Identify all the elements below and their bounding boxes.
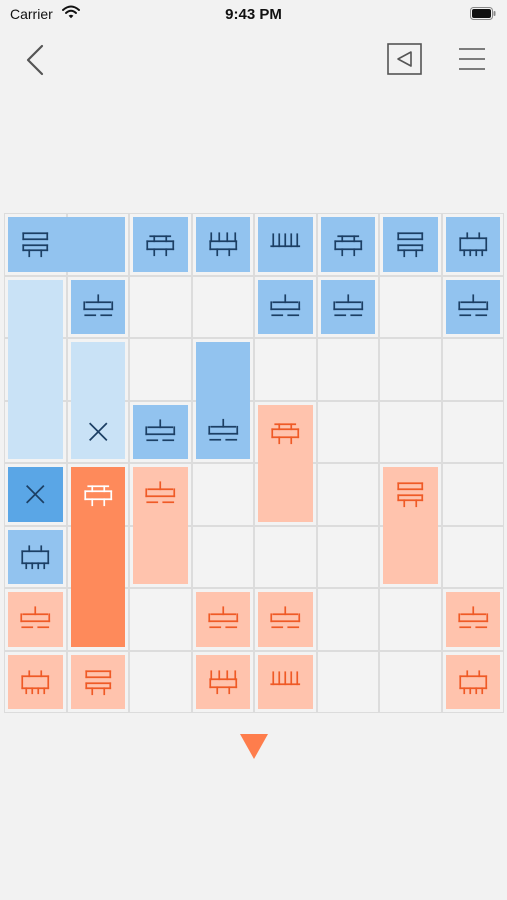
- battery-icon: [470, 7, 496, 20]
- orange-piece[interactable]: [258, 654, 313, 709]
- block-icon: [146, 235, 175, 257]
- grid-cell[interactable]: [254, 525, 317, 588]
- grid-cell[interactable]: [316, 650, 379, 713]
- grid-cell[interactable]: [316, 400, 379, 463]
- comb-icon: [208, 669, 237, 694]
- blue-piece[interactable]: [445, 217, 500, 272]
- blue-piece[interactable]: [70, 342, 125, 459]
- grid-cell[interactable]: [129, 588, 192, 651]
- grid-cell[interactable]: [441, 338, 504, 401]
- grid-cell[interactable]: [316, 525, 379, 588]
- rake-icon: [270, 670, 301, 685]
- stand-icon: [82, 293, 113, 316]
- carrier-label: Carrier: [10, 6, 53, 22]
- stand-icon: [457, 293, 488, 316]
- box-icon: [458, 669, 487, 694]
- cross-icon: [26, 485, 45, 504]
- block-icon: [271, 422, 300, 444]
- orange-piece[interactable]: [70, 654, 125, 709]
- orange-piece[interactable]: [8, 654, 63, 709]
- grid-cell[interactable]: [316, 338, 379, 401]
- grid-cell[interactable]: [441, 525, 504, 588]
- stand-icon: [207, 418, 238, 441]
- blue-piece[interactable]: [445, 279, 500, 334]
- orange-piece[interactable]: [258, 592, 313, 647]
- orange-piece[interactable]: [133, 467, 188, 584]
- blue-piece[interactable]: [258, 217, 313, 272]
- blue-piece[interactable]: [320, 279, 375, 334]
- orange-piece[interactable]: [195, 654, 250, 709]
- brick-icon: [22, 232, 49, 258]
- grid-cell[interactable]: [129, 338, 192, 401]
- brick-icon: [84, 669, 111, 695]
- stand-icon: [270, 293, 301, 316]
- blue-piece[interactable]: [133, 217, 188, 272]
- blue-piece[interactable]: [8, 529, 63, 584]
- grid-cell[interactable]: [316, 463, 379, 526]
- grid-cell[interactable]: [191, 463, 254, 526]
- orange-piece[interactable]: [195, 592, 250, 647]
- stand-icon: [457, 606, 488, 629]
- blue-piece[interactable]: [195, 342, 250, 459]
- orange-piece[interactable]: [445, 654, 500, 709]
- brick-icon: [397, 482, 424, 508]
- hamburger-menu-icon[interactable]: [456, 45, 488, 73]
- blue-piece[interactable]: [195, 217, 250, 272]
- grid-cell[interactable]: [129, 650, 192, 713]
- block-icon: [333, 235, 362, 257]
- blue-piece[interactable]: [70, 279, 125, 334]
- orange-piece[interactable]: [445, 592, 500, 647]
- down-triangle-icon[interactable]: [239, 733, 269, 760]
- grid-cell[interactable]: [379, 400, 442, 463]
- clock: 9:43 PM: [225, 6, 282, 23]
- blue-piece[interactable]: [8, 217, 125, 272]
- orange-piece[interactable]: [8, 592, 63, 647]
- chevron-left-icon[interactable]: [20, 42, 52, 78]
- cross-icon: [88, 422, 107, 441]
- play-triangle-icon[interactable]: [387, 43, 422, 75]
- blue-piece[interactable]: [383, 217, 438, 272]
- grid-cell[interactable]: [191, 275, 254, 338]
- comb-icon: [208, 232, 237, 257]
- wifi-icon: [62, 5, 80, 19]
- stand-icon: [332, 293, 363, 316]
- status-bar: Carrier 9:43 PM: [0, 0, 507, 28]
- brick-icon: [397, 232, 424, 258]
- stand-icon: [270, 606, 301, 629]
- grid-cell[interactable]: [379, 275, 442, 338]
- stand-icon: [20, 606, 51, 629]
- box-icon: [21, 544, 50, 569]
- blue-piece[interactable]: [320, 217, 375, 272]
- grid-cell[interactable]: [254, 338, 317, 401]
- blue-piece[interactable]: [8, 467, 63, 522]
- grid-cell[interactable]: [379, 588, 442, 651]
- grid-cell[interactable]: [379, 338, 442, 401]
- blue-piece[interactable]: [258, 279, 313, 334]
- blue-piece[interactable]: [8, 279, 63, 459]
- box-icon: [21, 669, 50, 694]
- grid-cell[interactable]: [316, 588, 379, 651]
- blue-piece[interactable]: [133, 404, 188, 459]
- game-board[interactable]: [4, 213, 504, 713]
- grid-cell[interactable]: [191, 525, 254, 588]
- grid-cell[interactable]: [129, 275, 192, 338]
- stand-icon: [145, 418, 176, 441]
- grid-cell[interactable]: [441, 463, 504, 526]
- block-icon: [83, 485, 112, 507]
- stand-icon: [207, 606, 238, 629]
- orange-piece[interactable]: [258, 404, 313, 522]
- grid-cell[interactable]: [441, 400, 504, 463]
- rake-icon: [270, 233, 301, 248]
- box-icon: [458, 232, 487, 257]
- stand-icon: [145, 481, 176, 504]
- grid-cell[interactable]: [379, 650, 442, 713]
- orange-piece[interactable]: [70, 467, 125, 647]
- orange-piece[interactable]: [383, 467, 438, 584]
